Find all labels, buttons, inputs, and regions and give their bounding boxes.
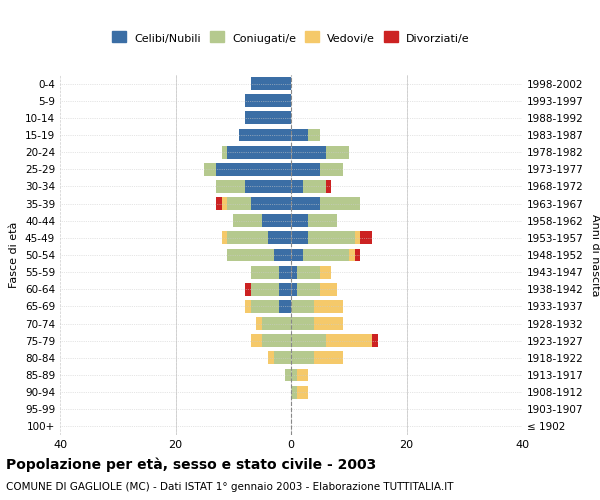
Bar (251, 300, 280, 313)
Bar (326, 334, 372, 347)
Bar (291, 386, 297, 398)
Bar (222, 232, 227, 244)
Bar (360, 232, 372, 244)
Bar (297, 386, 308, 398)
Bar (320, 197, 360, 210)
Text: Popolazione per età, sesso e stato civile - 2003: Popolazione per età, sesso e stato civil… (6, 458, 376, 472)
Bar (320, 283, 337, 296)
Bar (262, 214, 291, 227)
Bar (285, 368, 291, 382)
Bar (308, 214, 337, 227)
Bar (291, 334, 326, 347)
Bar (291, 368, 297, 382)
Bar (320, 266, 331, 278)
Bar (216, 180, 245, 193)
Bar (256, 317, 262, 330)
Bar (349, 248, 355, 262)
Bar (280, 300, 291, 313)
Bar (227, 232, 268, 244)
Bar (239, 128, 291, 141)
Bar (245, 300, 251, 313)
Bar (297, 283, 320, 296)
Bar (355, 248, 360, 262)
Bar (291, 197, 320, 210)
Y-axis label: Fasce di età: Fasce di età (10, 222, 19, 288)
Bar (291, 283, 297, 296)
Y-axis label: Anni di nascita: Anni di nascita (590, 214, 600, 296)
Bar (222, 146, 227, 158)
Bar (291, 248, 302, 262)
Bar (355, 232, 360, 244)
Bar (314, 317, 343, 330)
Text: COMUNE DI GAGLIOLE (MC) - Dati ISTAT 1° gennaio 2003 - Elaborazione TUTTITALIA.I: COMUNE DI GAGLIOLE (MC) - Dati ISTAT 1° … (6, 482, 454, 492)
Bar (291, 146, 326, 158)
Bar (291, 128, 308, 141)
Bar (314, 300, 343, 313)
Bar (245, 94, 291, 107)
Bar (205, 163, 216, 175)
Bar (268, 352, 274, 364)
Bar (216, 163, 291, 175)
Bar (291, 180, 302, 193)
Bar (274, 352, 291, 364)
Bar (326, 180, 331, 193)
Bar (297, 368, 308, 382)
Bar (280, 283, 291, 296)
Bar (291, 300, 314, 313)
Bar (245, 112, 291, 124)
Bar (291, 163, 320, 175)
Bar (291, 352, 314, 364)
Bar (291, 214, 308, 227)
Bar (262, 317, 291, 330)
Bar (326, 146, 349, 158)
Bar (227, 146, 291, 158)
Bar (308, 232, 355, 244)
Bar (262, 334, 291, 347)
Bar (222, 197, 227, 210)
Bar (308, 128, 320, 141)
Bar (227, 197, 251, 210)
Bar (251, 283, 280, 296)
Bar (233, 214, 262, 227)
Bar (302, 248, 349, 262)
Bar (227, 248, 274, 262)
Bar (291, 317, 314, 330)
Legend: Celibi/Nubili, Coniugati/e, Vedovi/e, Divorziati/e: Celibi/Nubili, Coniugati/e, Vedovi/e, Di… (112, 34, 470, 44)
Bar (291, 266, 297, 278)
Bar (268, 232, 291, 244)
Bar (297, 266, 320, 278)
Bar (251, 266, 280, 278)
Bar (245, 180, 291, 193)
Bar (245, 283, 251, 296)
Bar (302, 180, 326, 193)
Bar (314, 352, 343, 364)
Bar (274, 248, 291, 262)
Bar (372, 334, 377, 347)
Bar (251, 77, 291, 90)
Bar (251, 334, 262, 347)
Bar (291, 232, 308, 244)
Bar (251, 197, 291, 210)
Bar (280, 266, 291, 278)
Bar (216, 197, 222, 210)
Bar (320, 163, 343, 175)
